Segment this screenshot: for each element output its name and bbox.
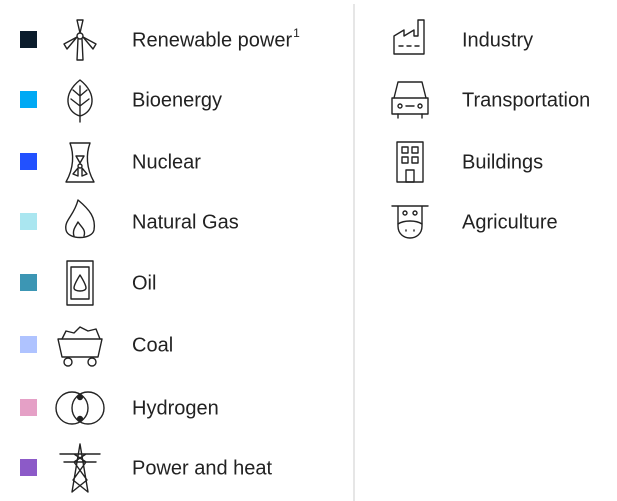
source-label: Oil: [132, 272, 156, 294]
source-label: Natural Gas: [132, 211, 239, 233]
color-swatch: [20, 399, 37, 416]
source-label: Hydrogen: [132, 397, 219, 419]
icon-car: [391, 81, 429, 119]
sector-label: Buildings: [462, 151, 543, 173]
source-label: Power and heat: [132, 457, 273, 479]
source-label: Renewable power: [132, 29, 292, 51]
color-swatch: [20, 31, 37, 48]
icon-building: [396, 141, 424, 183]
source-label: Nuclear: [132, 151, 201, 173]
color-swatch: [20, 336, 37, 353]
icon-pylon: [59, 443, 101, 493]
color-swatch: [20, 91, 37, 108]
footnote-marker: 1: [293, 26, 300, 40]
source-label: Bioenergy: [132, 89, 222, 111]
icon-oil-barrel: [66, 260, 94, 306]
sector-label: Transportation: [462, 89, 590, 111]
icon-flame: [65, 199, 96, 239]
icon-hydrogen: [55, 391, 105, 425]
icon-factory: [393, 19, 425, 55]
icon-leaf: [67, 79, 93, 123]
color-swatch: [20, 274, 37, 291]
color-swatch: [20, 153, 37, 170]
sector-label: Agriculture: [462, 211, 558, 233]
icon-cow: [391, 205, 429, 239]
icon-nuclear: [65, 142, 95, 183]
source-label: Coal: [132, 334, 173, 356]
sector-label: Industry: [462, 29, 533, 51]
icon-wind-turbine: [63, 19, 97, 61]
color-swatch: [20, 459, 37, 476]
color-swatch: [20, 213, 37, 230]
icon-coal-cart: [57, 326, 103, 367]
